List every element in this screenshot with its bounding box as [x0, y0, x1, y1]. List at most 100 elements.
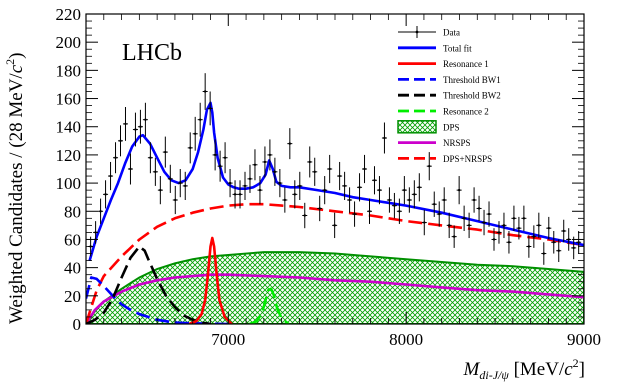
data-point [352, 201, 358, 227]
data-point [357, 173, 363, 202]
data-point [287, 128, 293, 160]
data-point [137, 109, 143, 144]
data-point [167, 164, 173, 193]
data-point [327, 154, 333, 184]
data-point [197, 102, 203, 137]
x-axis-title: Mdi-J/ψ [MeV/c2] [463, 356, 585, 382]
series-bw2-line [86, 245, 211, 324]
y-axis-title: Weighted Candidates / (28 MeV/c2) [3, 53, 27, 324]
data-point [381, 122, 387, 154]
data-point [192, 116, 198, 151]
data-point [371, 166, 377, 195]
data-point [411, 180, 417, 209]
data-point [118, 125, 124, 157]
data-point [456, 176, 462, 205]
legend-label: Threshold BW1 [443, 75, 501, 85]
data-point [332, 212, 338, 239]
data-point [297, 171, 303, 200]
data-point [222, 142, 228, 174]
y-tick-label: 60 [64, 230, 81, 249]
y-tick-label: 180 [56, 61, 82, 80]
legend-entry-dps: DPS [397, 120, 460, 134]
data-point [416, 173, 422, 202]
data-point [406, 187, 412, 213]
data-point [496, 221, 502, 244]
data-point [531, 225, 537, 248]
data-point [147, 142, 153, 174]
data-point [566, 228, 572, 251]
data-point [262, 146, 268, 178]
data-point [152, 157, 158, 186]
y-tick-label: 160 [56, 90, 82, 109]
legend-entry-res2: Resonance 2 [398, 107, 489, 117]
data-point [93, 221, 99, 244]
data-point [486, 201, 492, 227]
data-point [187, 132, 193, 164]
series-dpsnrsps-line [86, 202, 584, 324]
data-point [347, 187, 353, 213]
data-point [122, 107, 128, 141]
data-point [103, 180, 109, 209]
data-point [113, 142, 119, 174]
data-point [491, 228, 497, 251]
data-point [337, 161, 343, 191]
data-point [237, 180, 243, 209]
data-point [466, 212, 472, 239]
data-point [267, 139, 273, 171]
legend-entry-res1: Resonance 1 [398, 59, 489, 69]
y-tick-label: 40 [64, 259, 81, 278]
data-point [342, 171, 348, 200]
data-point [511, 205, 517, 231]
data-point [217, 150, 223, 182]
data-point [536, 212, 542, 239]
x-tick-label: 8000 [389, 330, 423, 349]
y-tick-label: 200 [56, 33, 82, 52]
legend-label: Data [443, 28, 460, 38]
data-point [441, 187, 447, 213]
data-point [177, 169, 183, 198]
x-tick-label: 9000 [567, 330, 601, 349]
series-total-line [88, 101, 584, 261]
data-point [282, 187, 288, 213]
data-point [127, 153, 133, 185]
data-point [302, 202, 308, 229]
data-point [292, 180, 298, 209]
data-point [98, 198, 104, 224]
data-point [277, 169, 283, 198]
data-point [162, 136, 168, 168]
data-point [561, 219, 567, 243]
data-point [142, 102, 148, 137]
legend-entry-total: Total fit [398, 43, 472, 53]
data-point [272, 157, 278, 186]
data-point [506, 231, 512, 254]
data-point [317, 195, 323, 222]
experiment-label: LHCb [122, 40, 182, 66]
data-point [526, 235, 532, 258]
data-point [426, 152, 432, 181]
data-point [541, 242, 547, 265]
data-point [551, 231, 557, 254]
series-bw1-line [86, 276, 229, 324]
data-point [461, 205, 467, 231]
data-point [212, 139, 218, 171]
series-nrsps-line [86, 273, 584, 324]
y-tick-label: 140 [56, 118, 82, 137]
data-point [546, 216, 552, 240]
legend-entry-dpsnrsps: DPS+NRSPS [398, 154, 492, 164]
data-point [367, 198, 373, 224]
y-tick-label: 0 [73, 315, 82, 334]
data-point [396, 198, 402, 224]
data-point [386, 187, 392, 213]
data-point [182, 171, 188, 200]
legend-label: Resonance 2 [443, 107, 489, 117]
data-point [257, 176, 263, 205]
data-point [471, 187, 477, 213]
y-tick-label: 220 [56, 5, 82, 24]
data-point [132, 112, 138, 147]
data-point [362, 154, 368, 184]
data-point [436, 201, 442, 227]
x-tick-label: 7000 [211, 330, 245, 349]
series-res1-line [188, 236, 233, 324]
legend-label: DPS [443, 122, 460, 132]
